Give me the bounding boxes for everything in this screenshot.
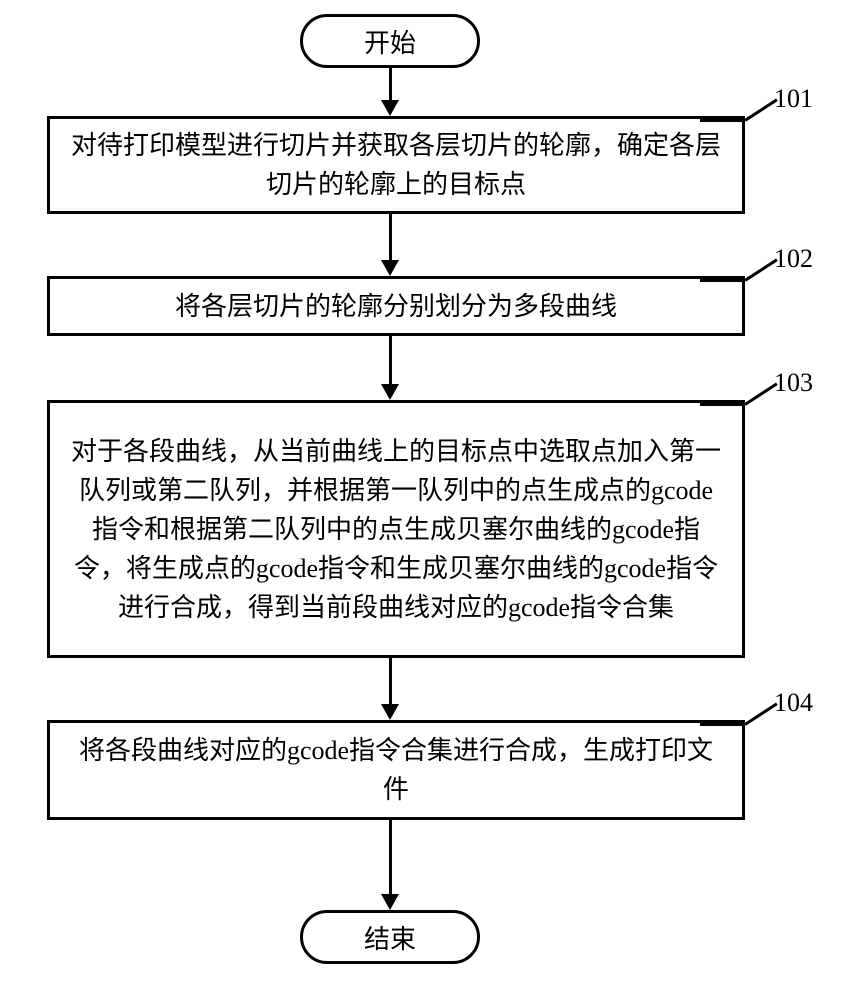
arrow-line	[389, 658, 392, 706]
arrow-line	[389, 336, 392, 386]
arrow-line	[389, 820, 392, 896]
step-label-text: 102	[774, 244, 813, 273]
callout-line	[700, 403, 745, 406]
arrow-head-icon	[381, 260, 399, 276]
step-1-text: 对待打印模型进行切片并获取各层切片的轮廓，确定各层切片的轮廓上的目标点	[68, 126, 724, 204]
step-label-text: 101	[774, 84, 813, 113]
step-2-box: 将各层切片的轮廓分别划分为多段曲线	[47, 276, 745, 336]
step-label-text: 104	[774, 688, 813, 717]
step-3-box: 对于各段曲线，从当前曲线上的目标点中选取点加入第一队列或第二队列，并根据第一队列…	[47, 400, 745, 658]
step-1-box: 对待打印模型进行切片并获取各层切片的轮廓，确定各层切片的轮廓上的目标点	[47, 116, 745, 214]
arrow-head-icon	[381, 704, 399, 720]
step-3-text: 对于各段曲线，从当前曲线上的目标点中选取点加入第一队列或第二队列，并根据第一队列…	[68, 432, 724, 627]
callout-line	[700, 279, 745, 282]
arrow-head-icon	[381, 100, 399, 116]
end-label: 结束	[364, 919, 416, 956]
arrow-line	[389, 68, 392, 102]
step-4-text: 将各段曲线对应的gcode指令合集进行合成，生成打印文件	[68, 731, 724, 809]
start-label: 开始	[364, 23, 416, 60]
step-4-box: 将各段曲线对应的gcode指令合集进行合成，生成打印文件	[47, 720, 745, 820]
step-label-103: 103	[774, 368, 813, 398]
step-label-102: 102	[774, 244, 813, 274]
arrow-head-icon	[381, 384, 399, 400]
start-node: 开始	[300, 14, 480, 68]
callout-line	[744, 99, 778, 122]
step-label-text: 103	[774, 368, 813, 397]
end-node: 结束	[300, 910, 480, 964]
callout-line	[700, 723, 745, 726]
step-label-101: 101	[774, 84, 813, 114]
callout-line	[700, 119, 745, 122]
step-2-text: 将各层切片的轮廓分别划分为多段曲线	[175, 287, 617, 326]
callout-line	[744, 259, 778, 282]
callout-line	[744, 383, 778, 406]
step-label-104: 104	[774, 688, 813, 718]
arrow-line	[389, 214, 392, 262]
arrow-head-icon	[381, 894, 399, 910]
callout-line	[744, 703, 778, 726]
